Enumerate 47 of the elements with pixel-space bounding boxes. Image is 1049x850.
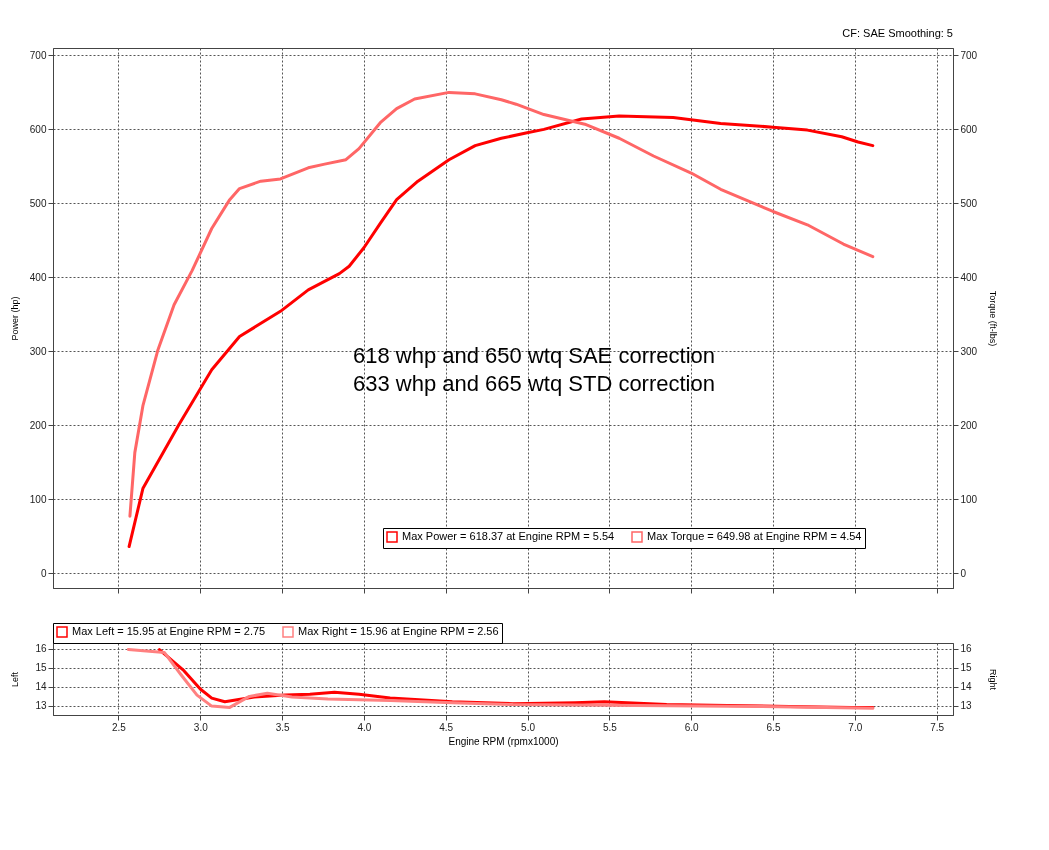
- annotation: 618 whp and 650 wtq SAE correction: [353, 342, 716, 368]
- y-tick-label: 300: [29, 345, 47, 357]
- x-tick-label: 7.0: [848, 721, 863, 733]
- y2-tick-label: 600: [960, 123, 978, 135]
- annotation: 633 whp and 665 wtq STD correction: [353, 370, 715, 396]
- x-tick-label: 6.5: [766, 721, 781, 733]
- text: CF: SAE Smoothing: 5: [842, 27, 953, 39]
- x-tick-label: 4.5: [439, 721, 454, 733]
- legend-label: Max Left = 15.95 at Engine RPM = 2.75: [72, 625, 266, 637]
- y-tick-label: 700: [29, 49, 47, 61]
- x-tick-label: 2.5: [112, 721, 127, 733]
- y2-tick-label: 200: [960, 419, 978, 431]
- x-tick-label: 7.5: [930, 721, 945, 733]
- x-tick-label: 5.0: [521, 721, 536, 733]
- y-tick-label: 0: [40, 567, 47, 579]
- y-tick-label: 14: [35, 681, 47, 693]
- x-tick-label: 3.5: [275, 721, 290, 733]
- y-axis-title: Power (hp): [9, 296, 20, 341]
- x-tick-label: 4.0: [357, 721, 372, 733]
- y2-tick-label: 0: [960, 567, 967, 579]
- y2-tick-label: 500: [960, 197, 978, 209]
- legend-label: Max Torque = 649.98 at Engine RPM = 4.54: [647, 530, 862, 542]
- x-tick-label: 3.0: [193, 721, 209, 733]
- y2-tick-label: 400: [960, 271, 978, 283]
- y2-tick-label: 15: [960, 662, 973, 674]
- y2-tick-label: 100: [960, 493, 978, 505]
- legend-label: Max Power = 618.37 at Engine RPM = 5.54: [402, 530, 615, 542]
- x-tick-label: 5.5: [602, 721, 618, 733]
- y-tick-label: 16: [35, 643, 47, 655]
- y-tick-label: 600: [29, 123, 47, 135]
- y2-tick-label: 14: [960, 681, 973, 693]
- y-tick-label: 15: [35, 662, 47, 674]
- y-tick-label: 200: [29, 419, 47, 431]
- y2-axis-title: Torque (ft-lbs): [987, 290, 998, 347]
- y2-tick-label: 700: [960, 49, 978, 61]
- legend-label: Max Right = 15.96 at Engine RPM = 2.56: [298, 625, 499, 637]
- y-tick-label: 13: [35, 700, 47, 712]
- y-axis-title: Left: [9, 671, 20, 688]
- y2-tick-label: 16: [960, 643, 973, 655]
- y2-tick-label: 300: [960, 345, 978, 357]
- x-axis-title: Engine RPM (rpmx1000): [448, 735, 559, 747]
- y2-axis-title: Right: [987, 668, 998, 691]
- y-tick-label: 400: [29, 271, 47, 283]
- y-tick-label: 100: [29, 493, 47, 505]
- y2-tick-label: 13: [960, 700, 973, 712]
- x-tick-label: 6.0: [684, 721, 700, 733]
- y-tick-label: 500: [29, 197, 47, 209]
